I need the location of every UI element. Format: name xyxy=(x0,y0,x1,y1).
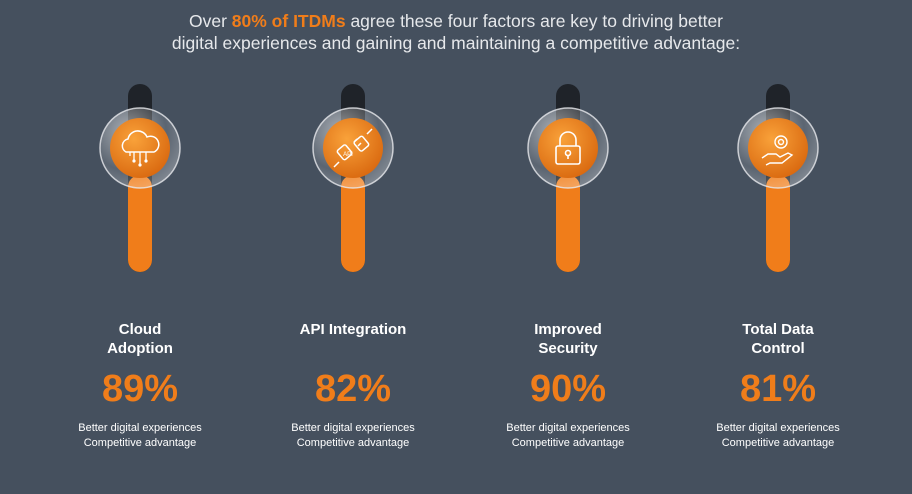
title: Over 80% of ITDMs agree these four facto… xyxy=(170,10,742,54)
title-rest: agree these four factors are key to driv… xyxy=(171,11,741,53)
factor-percent: 82% xyxy=(314,368,392,410)
factor-percent: 81% xyxy=(739,368,817,410)
factor-line: Competitive advantage xyxy=(83,437,197,449)
factor-line: Competitive advantage xyxy=(721,437,835,449)
factor: API API Integration 82% Better digital e… xyxy=(253,80,453,451)
factor-percent: 89% xyxy=(101,368,179,410)
slider xyxy=(737,84,819,272)
factor: Improved Security 90% Better digital exp… xyxy=(468,80,668,451)
factor-label: API Integration xyxy=(299,321,407,338)
factor-line: Better digital experiences xyxy=(78,422,202,434)
slider: API xyxy=(312,84,394,272)
factor-label: Improved Security xyxy=(534,321,602,357)
title-highlight: 80% of ITDMs xyxy=(231,11,346,31)
factor-label: Total Data Control xyxy=(742,321,814,357)
factor: Cloud Adoption 89% Better digital experi… xyxy=(40,80,240,451)
svg-text:API: API xyxy=(343,152,353,158)
factor-line: Better digital experiences xyxy=(291,422,415,434)
slider xyxy=(99,84,181,272)
factor-label: Cloud Adoption xyxy=(107,321,173,357)
factor-line: Competitive advantage xyxy=(511,437,625,449)
factor-percent: 90% xyxy=(529,368,607,410)
factor: Total Data Control 81% Better digital ex… xyxy=(678,80,878,451)
factor-line: Better digital experiences xyxy=(716,422,840,434)
title-prefix: Over xyxy=(188,11,227,31)
slider xyxy=(527,84,609,272)
factor-line: Better digital experiences xyxy=(506,422,630,434)
factor-line: Competitive advantage xyxy=(296,437,410,449)
